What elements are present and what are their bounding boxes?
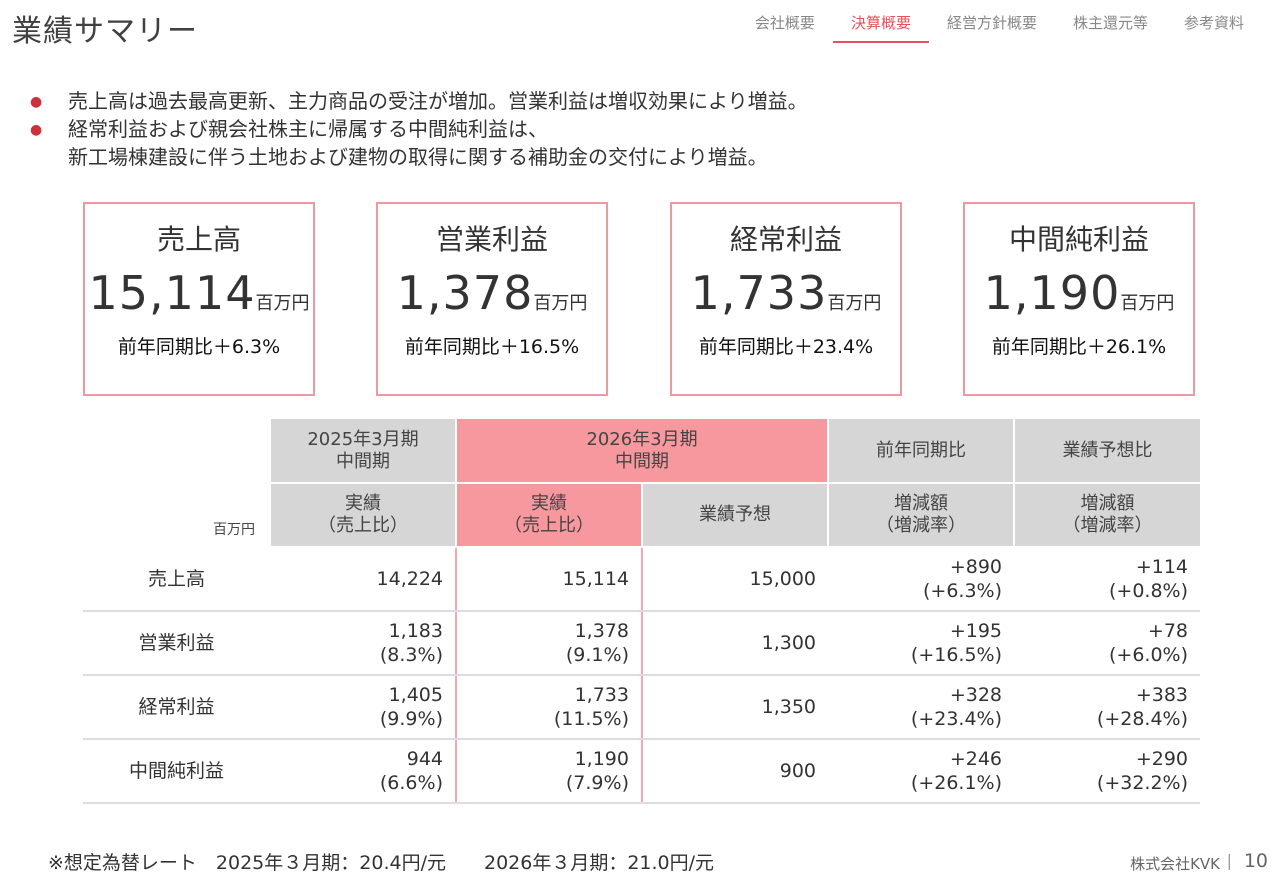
- bullet-dot-icon: ●: [30, 94, 43, 110]
- subheader-forecast-change: 増減額 （増減率）: [1013, 483, 1201, 548]
- kpi-value: 1,378: [396, 266, 534, 320]
- row-label: 中間純利益: [83, 739, 270, 804]
- kpi-yoy: 前年同期比＋26.1%: [991, 336, 1167, 358]
- table-cell: +290 (+32.2%): [1014, 739, 1201, 804]
- table-unit-label: 百万円: [213, 522, 255, 538]
- header-yoy: 前年同期比: [827, 419, 1015, 484]
- table-cell: +114 (+0.8%): [1014, 547, 1201, 612]
- table-sub-header-row: 実績 （売上比） 実績 （売上比） 業績予想 増減額 （増減率） 増減額 （増減率）: [83, 483, 1201, 548]
- kpi-yoy: 前年同期比＋16.5%: [404, 336, 580, 358]
- bullet-dot-icon: ●: [30, 122, 43, 138]
- bullet-text: 売上高は過去最高更新、主力商品の受注が増加。営業利益は増収効果により増益。: [68, 89, 808, 113]
- table-group-header-row: 百万円 2025年3月期 中間期 2026年3月期 中間期 前年同期比 業績予想比: [83, 419, 1201, 538]
- subheader-forecast: 業績予想: [640, 483, 829, 548]
- kpi-card-ordinary-profit: 経常利益 1,733百万円 前年同期比＋23.4%: [670, 202, 902, 396]
- company-name: 株式会社KVK: [1130, 855, 1220, 873]
- table-row: 経常利益 1,405 (9.9%) 1,733 (11.5%) 1,350 +328…: [83, 675, 1201, 740]
- results-table: 百万円 2025年3月期 中間期 2026年3月期 中間期 前年同期比 業績予想比 …: [83, 419, 1201, 804]
- bullet-item: ● 経常利益および親会社株主に帰属する中間純利益は、: [30, 116, 808, 144]
- table-cell: 15,000: [642, 547, 829, 612]
- table-cell: 944 (6.6%): [270, 739, 456, 804]
- table-cell: 1,350: [642, 675, 829, 740]
- kpi-unit: 百万円: [533, 293, 588, 314]
- kpi-value: 1,190: [983, 266, 1121, 320]
- kpi-yoy: 前年同期比＋6.3%: [117, 336, 281, 358]
- header-current-period: 2026年3月期 中間期: [454, 419, 829, 484]
- kpi-label: 中間純利益: [1008, 223, 1149, 256]
- kpi-unit: 百万円: [827, 293, 882, 314]
- table-row: 営業利益 1,183 (8.3%) 1,378 (9.1%) 1,300 +195(…: [83, 611, 1201, 676]
- top-nav: 会社概要 決算概要 経営方針概要 株主還元等 参考資料: [737, 12, 1262, 43]
- bullet-item: ● 売上高は過去最高更新、主力商品の受注が増加。営業利益は増収効果により増益。: [30, 88, 808, 116]
- bullet-text-continuation: 新工場棟建設に伴う土地および建物の取得に関する補助金の交付により増益。: [68, 145, 768, 169]
- row-label: 営業利益: [83, 611, 270, 676]
- kpi-label: 経常利益: [729, 223, 842, 256]
- kpi-label: 営業利益: [435, 223, 548, 256]
- nav-item-management-policy[interactable]: 経営方針概要: [946, 14, 1037, 32]
- table-cell: +890 (+6.3%): [828, 547, 1015, 612]
- table-cell: 1,733 (11.5%): [455, 675, 643, 740]
- bullet-text: 経常利益および親会社株主に帰属する中間純利益は、: [68, 117, 548, 141]
- table-cell: +78 (+6.0%): [1014, 611, 1201, 676]
- table-cell: +328 (+23.4%): [828, 675, 1015, 740]
- table-cell: 1,300: [642, 611, 829, 676]
- kpi-unit: 百万円: [1120, 293, 1175, 314]
- exchange-rate-footnote: ※想定為替レート 2025年３月期：20.4円/元 2026年３月期：21.0円…: [48, 852, 715, 874]
- page-number: 10: [1243, 850, 1268, 872]
- kpi-value: 15,114: [88, 266, 256, 320]
- nav-item-shareholder-returns[interactable]: 株主還元等: [1072, 14, 1148, 32]
- kpi-yoy: 前年同期比＋23.4%: [698, 336, 874, 358]
- header-prev-period: 2025年3月期 中間期: [269, 419, 456, 484]
- header-vs-forecast: 業績予想比: [1013, 419, 1201, 484]
- page-title: 業績サマリー: [12, 14, 198, 49]
- table-cell: 14,224: [270, 547, 456, 612]
- kpi-card-sales: 売上高 15,114百万円 前年同期比＋6.3%: [83, 202, 315, 396]
- kpi-value: 1,733: [690, 266, 828, 320]
- nav-item-company-overview[interactable]: 会社概要: [754, 14, 815, 32]
- nav-item-financial-summary[interactable]: 決算概要: [832, 12, 929, 43]
- table-cell: 1,183 (8.3%): [270, 611, 456, 676]
- table-cell: 1,405 (9.9%): [270, 675, 456, 740]
- table-cell: 15,114: [455, 547, 643, 612]
- subheader-current-actual: 実績 （売上比）: [455, 483, 642, 548]
- table-cell: 900: [642, 739, 829, 804]
- table-cell: +246 (+26.1%): [828, 739, 1015, 804]
- footer-divider: |: [1226, 851, 1232, 870]
- row-label: 経常利益: [83, 675, 270, 740]
- subheader-prev-actual: 実績 （売上比）: [269, 483, 456, 548]
- table-cell: +195 (+16.5%): [828, 611, 1015, 676]
- nav-item-reference[interactable]: 参考資料: [1183, 14, 1244, 32]
- row-label: 売上高: [83, 547, 270, 612]
- table-row: 売上高 14,224 15,114 15,000 +890 (+6.3%) +11…: [83, 547, 1201, 612]
- table-cell: 1,378 (9.1%): [455, 611, 643, 676]
- table-cell: +383 (+28.4%): [1014, 675, 1201, 740]
- table-row: 中間純利益 944 (6.6%) 1,190 (7.9%) 900 +246 (+26…: [83, 739, 1201, 804]
- kpi-card-operating-profit: 営業利益 1,378百万円 前年同期比＋16.5%: [376, 202, 608, 396]
- kpi-card-net-income: 中間純利益 1,190百万円 前年同期比＋26.1%: [963, 202, 1195, 396]
- table-cell: 1,190 (7.9%): [455, 739, 643, 804]
- kpi-label: 売上高: [156, 223, 241, 256]
- summary-bullets: ● 売上高は過去最高更新、主力商品の受注が増加。営業利益は増収効果により増益。 …: [30, 88, 808, 171]
- subheader-yoy-change: 増減額 （増減率）: [827, 483, 1015, 548]
- kpi-unit: 百万円: [255, 293, 310, 314]
